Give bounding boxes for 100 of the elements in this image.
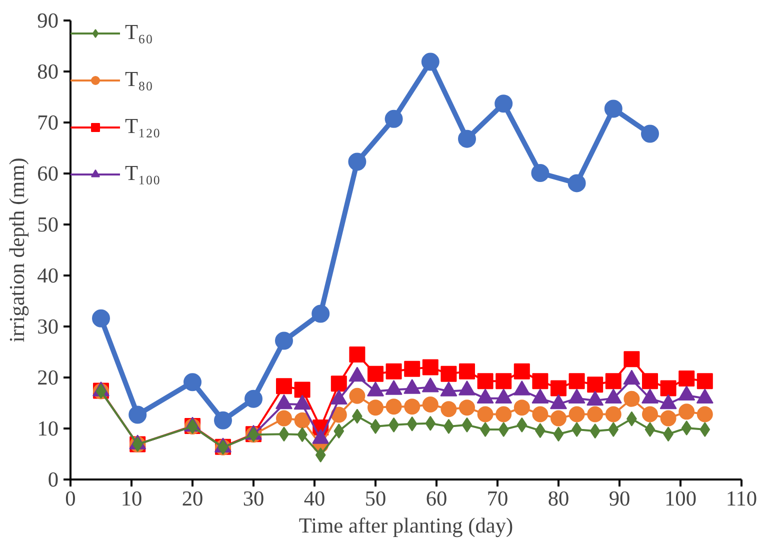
point <box>184 373 202 392</box>
point <box>496 406 512 422</box>
point <box>458 130 476 148</box>
point <box>532 406 548 422</box>
y-tick-label: 90 <box>37 8 58 32</box>
point <box>244 390 262 408</box>
point <box>477 373 494 390</box>
x-tick-label: 40 <box>304 486 326 510</box>
point <box>330 376 347 392</box>
y-tick-label: 70 <box>37 110 58 134</box>
point <box>553 426 564 442</box>
point <box>642 373 658 390</box>
x-tick-label: 50 <box>364 486 386 510</box>
y-tick-label: 0 <box>48 468 59 492</box>
point <box>386 398 402 415</box>
point <box>568 406 585 422</box>
point <box>132 436 143 452</box>
point <box>440 401 457 418</box>
x-tick-label: 80 <box>548 486 570 510</box>
x-tick-label: 20 <box>182 486 204 510</box>
point <box>641 124 659 143</box>
point <box>278 426 290 442</box>
point <box>406 416 418 432</box>
point <box>608 422 619 438</box>
point <box>425 416 436 431</box>
x-tick-label: 110 <box>726 486 758 510</box>
point <box>681 420 692 436</box>
point <box>678 370 695 387</box>
point <box>459 363 475 380</box>
x-tick-label: 70 <box>486 486 508 510</box>
point <box>384 110 403 128</box>
point <box>660 410 676 426</box>
point <box>276 410 292 426</box>
point <box>700 422 710 438</box>
point <box>404 360 420 377</box>
point <box>494 94 513 113</box>
point <box>624 390 640 407</box>
point <box>128 406 147 424</box>
point <box>404 398 420 415</box>
y-tick-label: 40 <box>37 264 58 288</box>
point <box>294 412 310 428</box>
point <box>462 417 472 432</box>
point <box>516 417 528 432</box>
point <box>531 164 550 182</box>
point <box>349 346 366 363</box>
point <box>587 406 604 422</box>
point <box>587 376 604 393</box>
point <box>496 373 512 390</box>
legend-label: T₁₀₀ <box>125 161 160 186</box>
point <box>696 373 713 390</box>
point <box>642 406 658 422</box>
point <box>386 363 402 380</box>
point <box>422 396 438 413</box>
point <box>660 380 676 396</box>
point <box>568 174 586 192</box>
point <box>624 351 640 368</box>
point <box>514 400 530 416</box>
legend-label: T₈₀ <box>125 67 153 92</box>
x-axis-title: Time after planting (day) <box>298 514 514 538</box>
point <box>368 400 384 416</box>
point <box>678 404 695 420</box>
y-tick-label: 60 <box>37 162 58 186</box>
point <box>644 422 656 438</box>
x-tick-label: 90 <box>608 486 630 510</box>
point <box>370 418 381 434</box>
point <box>312 304 330 323</box>
point <box>550 410 566 426</box>
y-tick-label: 80 <box>37 60 58 84</box>
point <box>92 309 110 328</box>
point <box>368 366 384 382</box>
point <box>498 422 509 438</box>
point <box>550 380 566 396</box>
y-tick-label: 10 <box>37 416 58 440</box>
point <box>440 366 457 382</box>
y-tick-label: 30 <box>37 314 58 338</box>
point <box>348 152 366 171</box>
point <box>459 400 475 416</box>
point <box>532 373 548 390</box>
point <box>477 406 494 422</box>
point <box>568 373 585 390</box>
point <box>514 363 530 380</box>
y-tick-label: 50 <box>37 212 58 236</box>
point <box>605 373 622 390</box>
x-tick-label: 10 <box>120 486 142 510</box>
point <box>605 406 622 422</box>
y-tick-label: 20 <box>37 366 58 390</box>
point <box>315 448 326 463</box>
x-tick-label: 60 <box>426 486 448 510</box>
point <box>696 406 713 422</box>
point <box>276 378 292 394</box>
legend-label: T₆₀ <box>125 20 153 45</box>
point <box>294 382 310 398</box>
point <box>604 100 622 118</box>
x-tick-label: 100 <box>664 486 697 510</box>
point <box>214 411 232 430</box>
point <box>330 406 347 423</box>
point <box>334 424 344 439</box>
point <box>422 359 438 376</box>
point <box>590 424 600 439</box>
y-axis-title: irrigation depth (mm) <box>5 158 30 342</box>
